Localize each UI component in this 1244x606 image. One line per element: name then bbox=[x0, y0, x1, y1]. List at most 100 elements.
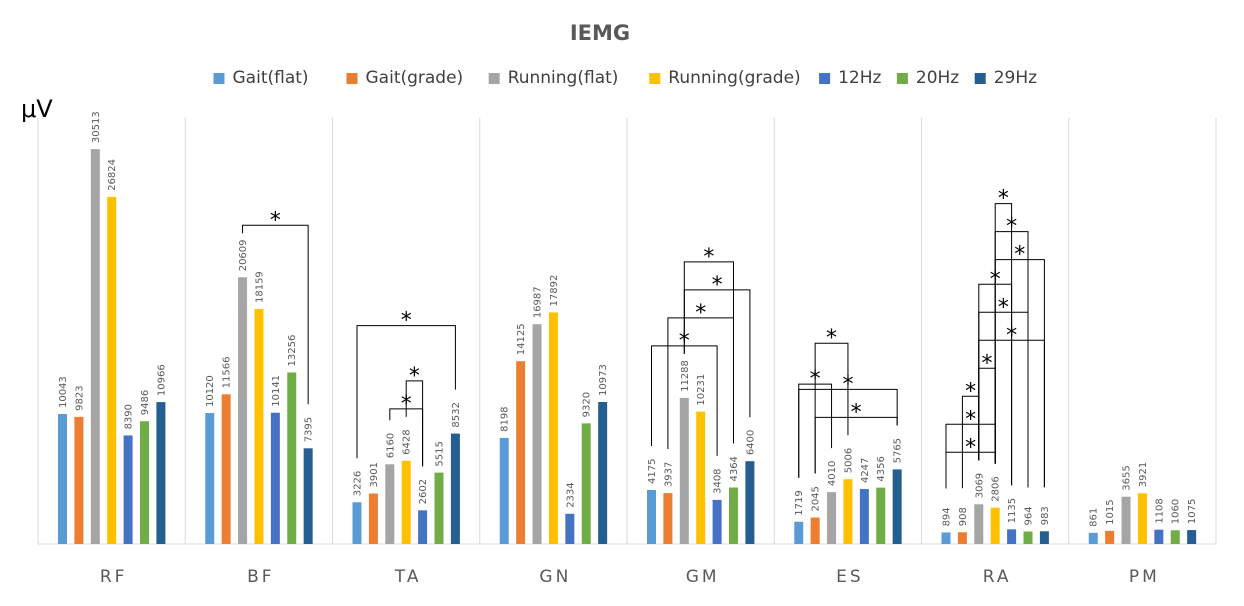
value-label-es-running-grade: 5006 bbox=[843, 448, 854, 473]
legend-label-20hz: 20Hz bbox=[916, 68, 959, 88]
bar-gm-gait-flat bbox=[647, 489, 656, 544]
significance-star: * bbox=[965, 407, 976, 432]
bar-ra-12hz bbox=[1007, 529, 1017, 544]
value-label-bf-20hz: 13256 bbox=[287, 335, 298, 367]
value-label-ta-gait-grade: 3901 bbox=[369, 462, 380, 487]
value-label-pm-running-flat: 3655 bbox=[1122, 465, 1133, 490]
value-label-es-running-flat: 4010 bbox=[827, 461, 838, 486]
value-label-gm-gait-grade: 3937 bbox=[663, 462, 674, 487]
bar-bf-12hz bbox=[270, 412, 280, 544]
significance-bracket bbox=[405, 380, 424, 467]
value-label-es-20hz: 4356 bbox=[876, 456, 887, 481]
bar-es-running-flat bbox=[827, 492, 837, 544]
significance-bracket bbox=[978, 367, 996, 464]
legend-swatch-running-grade bbox=[649, 73, 661, 84]
category-label-ta: TA bbox=[394, 567, 422, 587]
significance-bracket bbox=[356, 325, 456, 459]
category-label-pm: PM bbox=[1129, 567, 1160, 587]
value-label-ra-12hz: 1135 bbox=[1007, 498, 1018, 523]
chart-title: IEMG bbox=[570, 21, 630, 45]
bar-bf-gait-flat bbox=[205, 413, 215, 544]
bar-rf-running-grade bbox=[107, 196, 117, 544]
value-label-gn-gait-grade: 14125 bbox=[516, 323, 527, 355]
bar-pm-gait-grade bbox=[1105, 530, 1115, 544]
value-label-ra-running-grade: 2806 bbox=[991, 476, 1002, 501]
bars-group bbox=[58, 149, 1197, 544]
category-label-gn: GN bbox=[539, 567, 571, 587]
legend-swatch-running-flat bbox=[488, 73, 500, 84]
bar-es-29hz bbox=[892, 469, 902, 544]
value-label-rf-20hz: 9486 bbox=[140, 390, 151, 415]
bar-gm-20hz bbox=[729, 487, 738, 544]
bar-rf-gait-grade bbox=[74, 416, 84, 544]
category-labels-group: RF BF TA GN GM ES RA PM bbox=[100, 567, 1160, 587]
value-label-gm-running-flat: 11288 bbox=[680, 360, 691, 392]
significance-star: * bbox=[965, 435, 976, 460]
value-label-pm-20hz: 1060 bbox=[1171, 499, 1182, 524]
value-label-rf-running-flat: 30513 bbox=[91, 111, 102, 143]
bar-ta-12hz bbox=[418, 510, 428, 544]
bar-bf-29hz bbox=[303, 448, 313, 544]
legend-label-gait-grade: Gait(grade) bbox=[366, 68, 464, 88]
bar-es-gait-grade bbox=[810, 517, 820, 544]
value-label-ra-gait-grade: 908 bbox=[958, 507, 969, 526]
category-label-es: ES bbox=[836, 567, 864, 587]
bar-rf-20hz bbox=[140, 421, 149, 544]
value-label-gm-12hz: 3408 bbox=[713, 468, 724, 493]
significance-brackets-group: ********************** bbox=[242, 187, 1045, 489]
value-label-gn-running-grade: 17892 bbox=[549, 275, 560, 307]
value-label-gn-29hz: 10973 bbox=[598, 364, 609, 396]
bar-pm-29hz bbox=[1187, 530, 1197, 544]
value-label-rf-gait-grade: 9823 bbox=[74, 385, 85, 410]
value-label-rf-gait-flat: 10043 bbox=[58, 376, 69, 408]
value-label-gm-gait-flat: 4175 bbox=[647, 459, 658, 484]
bar-ta-29hz bbox=[450, 433, 460, 544]
legend-label-running-grade: Running(grade) bbox=[668, 68, 800, 88]
value-label-bf-12hz: 10141 bbox=[271, 375, 282, 407]
bar-es-20hz bbox=[876, 487, 886, 544]
bar-ra-running-grade bbox=[990, 507, 1000, 544]
bar-bf-running-grade bbox=[254, 309, 264, 544]
significance-bracket bbox=[683, 261, 734, 444]
bar-pm-12hz bbox=[1154, 529, 1164, 544]
value-label-pm-12hz: 1108 bbox=[1154, 498, 1165, 523]
value-label-pm-29hz: 1075 bbox=[1187, 499, 1198, 524]
bar-es-gait-flat bbox=[794, 521, 804, 544]
category-label-gm: GM bbox=[686, 567, 720, 587]
value-label-gn-running-flat: 16987 bbox=[533, 286, 544, 318]
value-label-ta-gait-flat: 3226 bbox=[353, 471, 364, 496]
significance-star: * bbox=[1014, 243, 1025, 268]
legend-swatch-gait-flat bbox=[213, 73, 225, 84]
category-separators bbox=[37, 118, 1217, 545]
value-label-bf-running-flat: 20609 bbox=[238, 239, 249, 271]
chart-legend: Gait(flat) Gait(grade) Running(flat) Runnin… bbox=[213, 68, 1037, 88]
significance-star: * bbox=[695, 301, 706, 326]
value-label-ra-20hz: 964 bbox=[1024, 506, 1035, 525]
legend-label-running-flat: Running(flat) bbox=[508, 68, 619, 88]
legend-swatch-20hz bbox=[896, 73, 908, 84]
significance-star: * bbox=[409, 364, 420, 389]
bar-pm-20hz bbox=[1170, 530, 1180, 544]
bar-gm-running-flat bbox=[679, 397, 689, 544]
value-label-es-gait-flat: 1719 bbox=[794, 490, 805, 515]
significance-star: * bbox=[851, 400, 862, 425]
bar-ta-20hz bbox=[434, 472, 444, 544]
significance-star: * bbox=[270, 208, 281, 233]
value-label-ra-29hz: 983 bbox=[1040, 506, 1051, 525]
bar-gn-20hz bbox=[581, 423, 591, 544]
legend-label-29hz: 29Hz bbox=[994, 68, 1037, 88]
bar-gm-gait-grade bbox=[663, 493, 673, 544]
bar-ta-gait-flat bbox=[352, 502, 362, 544]
bar-ra-gait-flat bbox=[941, 532, 951, 544]
bar-rf-running-flat bbox=[90, 149, 100, 544]
significance-star: * bbox=[712, 273, 723, 298]
value-label-bf-gait-grade: 11566 bbox=[222, 357, 233, 389]
value-label-bf-running-grade: 18159 bbox=[254, 271, 265, 303]
value-label-pm-gait-grade: 1015 bbox=[1105, 499, 1116, 524]
bar-ta-running-flat bbox=[385, 464, 395, 544]
bar-rf-29hz bbox=[156, 402, 166, 544]
significance-bracket bbox=[242, 224, 309, 405]
significance-star: * bbox=[965, 379, 976, 404]
bar-bf-running-flat bbox=[238, 277, 248, 544]
